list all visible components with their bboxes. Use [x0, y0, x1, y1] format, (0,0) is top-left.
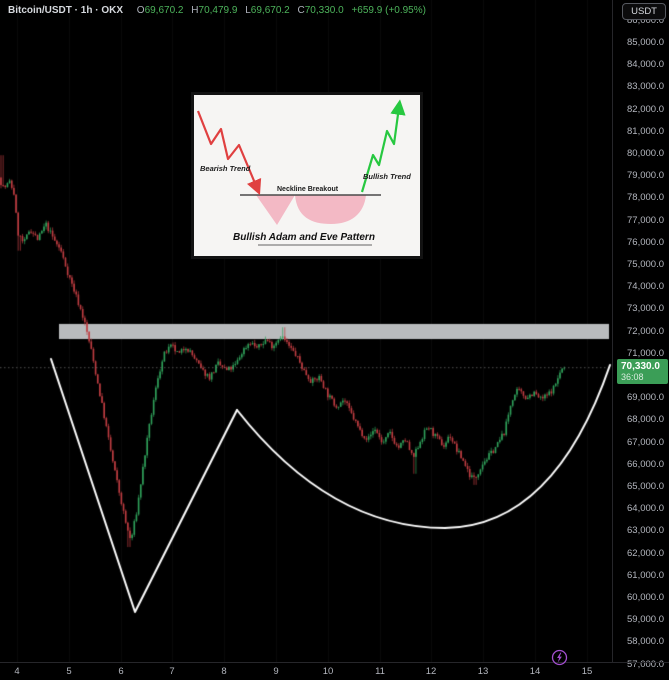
close-value: 70,330.0 [304, 5, 344, 16]
price-axis-label: 61,000.0 [627, 569, 664, 581]
price-axis-label: 65,000.0 [627, 481, 664, 492]
price-axis-label: 58,000.0 [627, 636, 664, 648]
open-value: 69,670.2 [144, 5, 184, 16]
price-axis-label: 64,000.0 [627, 503, 664, 515]
price-axis-label: 71,000.0 [627, 347, 664, 359]
price-axis-label: 69,000.0 [627, 392, 664, 404]
time-axis-label: 13 [477, 666, 489, 677]
price-axis-label: 63,000.0 [627, 525, 664, 537]
adam-valley-shape [256, 195, 295, 225]
price-axis-label: 85,000.0 [627, 37, 664, 48]
time-axis-label: 15 [581, 666, 593, 677]
price-axis-label: 67,000.0 [627, 436, 664, 448]
time-axis-label: 12 [425, 666, 437, 677]
price-axis-label: 72,000.0 [627, 325, 664, 337]
pattern-explainer-card: Bearish Trend Neckline Breakout Bullish … [191, 92, 423, 259]
low-value: 69,670.2 [250, 5, 290, 16]
price-axis-label: 73,000.0 [627, 303, 664, 315]
lightning-icon [557, 652, 562, 663]
price-axis-label: 74,000.0 [627, 281, 664, 293]
chart-legend[interactable]: Bitcoin/USDT · 1h · OKX O69,670.2 H70,47… [8, 5, 426, 17]
currency-toggle-button[interactable]: USDT [622, 3, 666, 20]
time-axis-label: 5 [66, 666, 72, 677]
bearish-trend-arrow [196, 110, 262, 196]
price-axis-label: 82,000.0 [627, 103, 664, 115]
time-axis-label: 9 [273, 666, 279, 677]
high-value: 70,479.9 [198, 5, 238, 16]
time-axis[interactable]: 4 5 6 7 8 9 10 11 12 13 14 15 [0, 662, 669, 680]
time-axis-label: 14 [529, 666, 541, 677]
price-axis-label: 62,000.0 [627, 547, 664, 559]
high-label: H [191, 5, 199, 16]
bearish-trend-label: Bearish Trend [200, 164, 251, 173]
price-axis-label: 77,000.0 [627, 214, 664, 226]
price-axis-label: 78,000.0 [627, 192, 664, 204]
time-axis-label: 11 [375, 666, 385, 677]
price-axis-label: 60,000.0 [627, 592, 664, 603]
low-label: L [245, 5, 251, 16]
price-axis-label: 75,000.0 [627, 259, 664, 270]
time-axis-label: 7 [169, 666, 175, 677]
time-axis-label: 8 [221, 666, 227, 677]
flash-boost-icon[interactable] [551, 649, 568, 666]
price-axis-label: 86,000.0 [627, 14, 664, 26]
neckline-breakout-label: Neckline Breakout [277, 186, 339, 193]
price-axis-label: 57,000.0 [627, 658, 664, 670]
pattern-caption: Bullish Adam and Eve Pattern [233, 232, 375, 243]
eve-valley-shape [295, 195, 366, 224]
bar-countdown: 36:08 [621, 372, 644, 382]
time-axis-label: 6 [118, 666, 124, 677]
price-axis-label: 79,000.0 [627, 170, 664, 182]
close-label: C [297, 5, 305, 16]
price-axis-label: 66,000.0 [627, 458, 664, 470]
symbol-title[interactable]: Bitcoin/USDT · 1h · OKX [8, 5, 123, 16]
price-axis-label: 68,000.0 [627, 414, 664, 426]
last-price-badge: 70,330.0 36:08 [617, 359, 668, 384]
time-axis-label: 4 [14, 666, 20, 677]
time-axis-label: 10 [322, 666, 334, 677]
price-axis-label: 80,000.0 [627, 148, 664, 159]
open-label: O [136, 5, 145, 16]
bullish-trend-label: Bullish Trend [363, 172, 411, 181]
price-axis-label: 83,000.0 [627, 81, 664, 93]
bullish-trend-arrow [360, 99, 406, 193]
price-axis-label: 81,000.0 [627, 125, 664, 137]
price-axis[interactable]: 86,000.0 85,000.0 84,000.0 83,000.0 82,000.0… [612, 0, 669, 670]
price-axis-label: 59,000.0 [627, 614, 664, 626]
price-axis-label: 84,000.0 [627, 59, 664, 71]
change-value: +659.9 (+0.95%) [351, 5, 426, 16]
price-axis-label: 76,000.0 [627, 236, 664, 248]
last-price-value: 70,330.0 [621, 361, 660, 372]
